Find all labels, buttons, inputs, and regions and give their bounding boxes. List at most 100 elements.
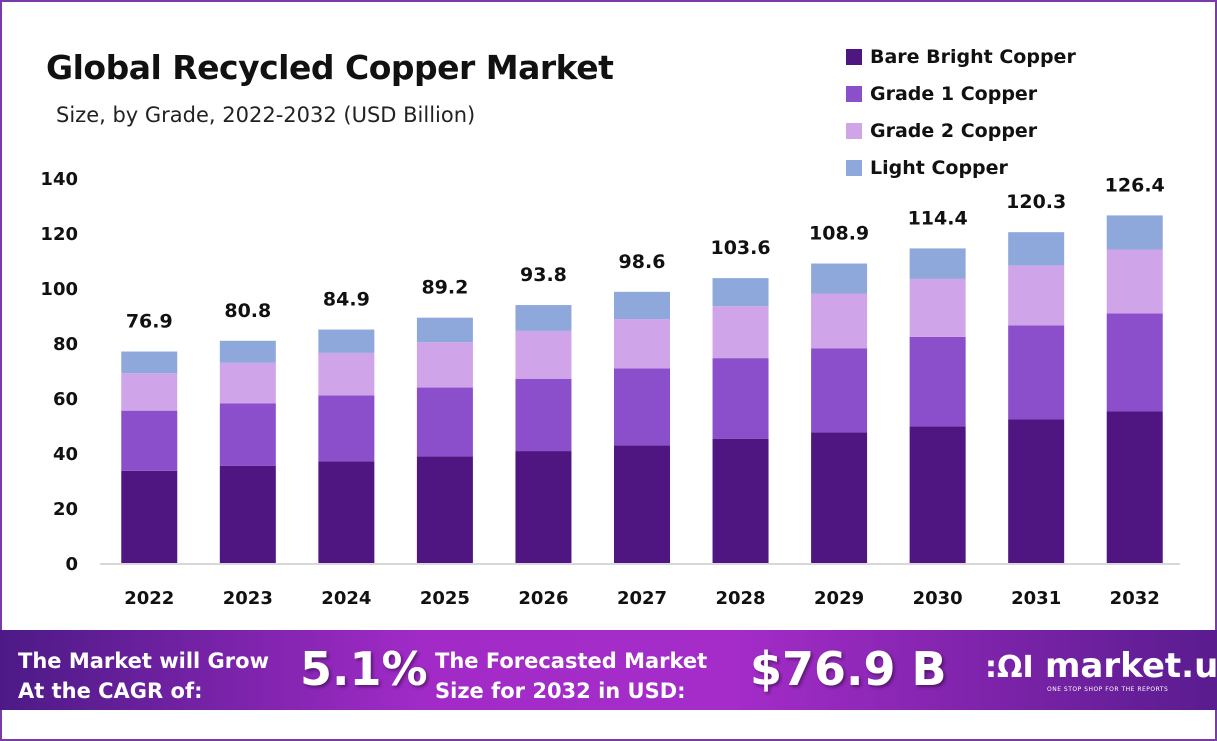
legend-swatch	[846, 85, 862, 102]
bar-segment-light-copper	[318, 329, 375, 353]
bar-segment-grade-2-copper	[515, 330, 572, 379]
bar-segment-grade-1-copper	[1008, 325, 1065, 420]
cagr-label-line: At the CAGR of:	[18, 679, 203, 703]
bar-segment-grade-1-copper	[712, 358, 769, 439]
y-tick-label: 0	[65, 554, 78, 575]
bar-segment-grade-2-copper	[1106, 249, 1163, 314]
legend-item-bare-bright: Bare Bright Copper	[846, 38, 1076, 75]
bar-chart: 0 20 40 60 80 100 120 140 76.9 2022 80.8 2023 84.9 20…	[40, 169, 1180, 609]
bar-segment-bare-bright-copper	[1106, 411, 1163, 563]
bar-segment-grade-2-copper	[712, 306, 769, 359]
total-label: 76.9	[126, 311, 173, 333]
bar-segment-bare-bright-copper	[811, 432, 868, 563]
y-tick-label: 120	[40, 224, 78, 245]
x-tick-label: 2031	[1011, 588, 1061, 609]
legend-swatch	[846, 48, 862, 65]
legend-swatch	[846, 122, 862, 139]
x-tick-label: 2022	[124, 588, 174, 609]
total-label: 120.3	[1006, 191, 1066, 213]
legend-item-grade-2: Grade 2 Copper	[846, 112, 1076, 149]
bar-segment-light-copper	[121, 351, 178, 374]
x-tick-label: 2025	[420, 588, 470, 609]
x-tick-label: 2032	[1110, 588, 1160, 609]
x-tick-label: 2028	[715, 588, 765, 609]
logo-icon: :ΩI	[985, 650, 1034, 685]
legend-swatch	[846, 159, 862, 176]
legend-label: Grade 1 Copper	[870, 82, 1038, 105]
bar-segment-grade-2-copper	[614, 319, 670, 369]
bar-segment-light-copper	[416, 317, 473, 343]
bar-segment-bare-bright-copper	[614, 445, 670, 563]
bar-segment-grade-2-copper	[811, 293, 868, 349]
forecast-label-line: Size for 2032 in USD:	[435, 679, 686, 703]
bar-segment-light-copper	[219, 340, 276, 363]
bar-segment-bare-bright-copper	[318, 461, 375, 563]
bar-segment-grade-1-copper	[1106, 313, 1163, 412]
bar-segment-bare-bright-copper	[515, 451, 572, 563]
bar-segment-bare-bright-copper	[416, 456, 473, 563]
bar-segment-grade-1-copper	[219, 403, 276, 466]
y-tick-label: 20	[53, 499, 78, 520]
bar-segment-grade-2-copper	[909, 278, 966, 337]
x-tick-label: 2024	[321, 588, 371, 609]
footer-banner: The Market will Grow At the CAGR of: 5.1%…	[0, 630, 1217, 710]
y-tick-label: 60	[53, 389, 78, 410]
bar-segment-grade-1-copper	[515, 378, 572, 452]
forecast-label-line: The Forecasted Market	[435, 649, 708, 673]
bar-segment-bare-bright-copper	[1008, 419, 1065, 563]
y-tick-label: 40	[53, 444, 78, 465]
total-label: 114.4	[908, 207, 968, 229]
bar-segment-light-copper	[614, 291, 670, 320]
cagr-label-line: The Market will Grow	[18, 649, 269, 673]
x-tick-label: 2029	[814, 588, 864, 609]
x-tick-label: 2030	[913, 588, 963, 609]
bar-segment-grade-2-copper	[1008, 265, 1065, 326]
bar-segment-light-copper	[1106, 215, 1163, 250]
bar-segment-grade-2-copper	[121, 373, 178, 411]
chart-subtitle: Size, by Grade, 2022-2032 (USD Billion)	[56, 103, 476, 127]
bar-segment-light-copper	[1008, 232, 1065, 266]
bar-segment-bare-bright-copper	[121, 470, 178, 563]
legend-label: Light Copper	[870, 156, 1008, 179]
legend-item-light: Light Copper	[846, 149, 1076, 186]
bar-segment-grade-1-copper	[811, 348, 868, 433]
legend: Bare Bright Copper Grade 1 Copper Grade …	[846, 38, 1076, 186]
brand-name: market.us	[1045, 646, 1217, 686]
forecast-value: $76.9 B	[750, 642, 947, 696]
bar-segment-light-copper	[515, 305, 572, 331]
bar-segment-grade-2-copper	[416, 342, 473, 388]
total-label: 108.9	[809, 223, 869, 245]
bar-segment-grade-1-copper	[318, 395, 375, 462]
bar-segment-grade-2-copper	[318, 352, 375, 396]
bar-segment-bare-bright-copper	[219, 465, 276, 563]
bar-segment-grade-1-copper	[909, 336, 966, 427]
total-label: 84.9	[323, 289, 370, 311]
chart-title: Global Recycled Copper Market	[46, 48, 614, 87]
bar-segment-light-copper	[909, 248, 966, 279]
bar-segment-grade-1-copper	[416, 387, 473, 457]
cagr-label: The Market will Grow At the CAGR of:	[18, 646, 269, 706]
x-tick-label: 2027	[617, 588, 667, 609]
total-label: 89.2	[421, 277, 468, 299]
legend-label: Bare Bright Copper	[870, 45, 1076, 68]
x-tick-label: 2023	[223, 588, 273, 609]
total-label: 103.6	[710, 237, 770, 259]
total-label: 126.4	[1105, 174, 1165, 196]
y-tick-label: 80	[53, 334, 78, 355]
bar-segment-bare-bright-copper	[909, 426, 966, 563]
bar-segment-light-copper	[811, 263, 868, 294]
bar-segment-grade-2-copper	[219, 362, 276, 404]
total-label: 93.8	[520, 264, 567, 286]
total-label: 98.6	[619, 251, 666, 273]
forecast-label: The Forecasted Market Size for 2032 in US…	[435, 646, 707, 706]
legend-item-grade-1: Grade 1 Copper	[846, 75, 1076, 112]
bar-segment-grade-1-copper	[121, 410, 178, 471]
cagr-value: 5.1%	[300, 642, 428, 696]
y-tick-label: 140	[40, 169, 78, 190]
y-tick-label: 100	[40, 279, 78, 300]
brand-tagline: ONE STOP SHOP FOR THE REPORTS	[1047, 686, 1169, 693]
total-label: 80.8	[224, 300, 271, 322]
bar-segment-light-copper	[712, 278, 769, 307]
bar-segment-grade-1-copper	[614, 368, 670, 446]
